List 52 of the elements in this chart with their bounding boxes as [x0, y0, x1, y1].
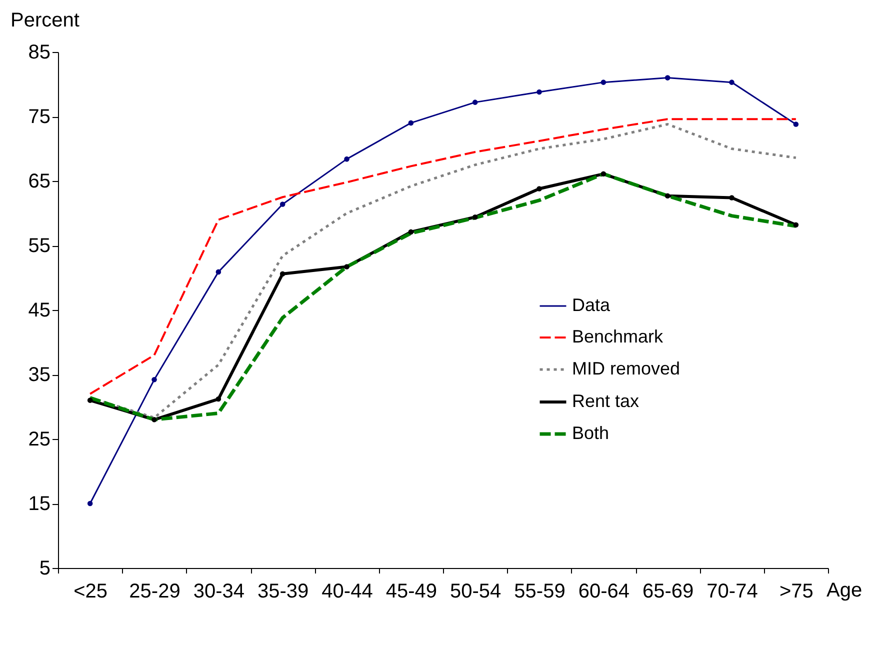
point	[152, 377, 157, 382]
point	[280, 202, 286, 207]
x-tick-label: 45-49	[386, 580, 437, 602]
point	[152, 417, 157, 422]
point	[87, 398, 93, 403]
point	[472, 100, 478, 105]
y-tick-label: 15	[28, 493, 50, 515]
x-tick-label: 55-59	[514, 580, 566, 602]
x-tick-label: 70-74	[706, 580, 758, 602]
point	[664, 75, 670, 80]
x-tick-label: 30-34	[193, 580, 244, 602]
point	[216, 396, 222, 402]
y-tick-label: 85	[28, 42, 50, 64]
y-tick-label: 5	[39, 558, 50, 580]
y-tick-label: 45	[28, 300, 50, 322]
legend-label: Data	[572, 295, 612, 315]
x-tick-label: 40-44	[322, 580, 373, 602]
y-tick-label: 35	[28, 364, 50, 386]
y-tick-label: 75	[28, 106, 50, 128]
y-axis-title: Percent	[10, 10, 80, 32]
point	[536, 186, 542, 192]
x-tick-label: <25	[74, 580, 108, 602]
y-tick-label: 55	[28, 235, 50, 257]
y-tick-label: 25	[28, 428, 50, 450]
point	[472, 214, 478, 220]
point	[408, 120, 414, 126]
y-tick-label: 65	[28, 170, 50, 192]
point	[600, 171, 606, 177]
legend-label: Benchmark	[572, 326, 664, 346]
point	[280, 271, 286, 277]
legend-label: MID removed	[572, 358, 680, 378]
x-tick-label: >75	[779, 580, 814, 602]
point	[664, 193, 670, 198]
x-axis-title: Age	[826, 580, 862, 602]
x-tick-label: 50-54	[450, 580, 502, 602]
point	[408, 229, 414, 235]
point	[729, 80, 734, 85]
x-tick-label: 60-64	[578, 580, 630, 602]
legend-label: Both	[572, 423, 610, 443]
x-tick-label: 35-39	[258, 580, 309, 602]
point	[344, 156, 350, 162]
point	[536, 89, 542, 95]
point	[729, 195, 734, 200]
point	[793, 122, 799, 127]
point	[600, 80, 606, 85]
point	[87, 500, 93, 506]
point	[216, 269, 222, 275]
legend-label: Rent tax	[572, 391, 640, 411]
point	[344, 264, 350, 270]
x-tick-label: 65-69	[642, 580, 694, 602]
point	[793, 222, 799, 228]
x-tick-label: 25-29	[129, 580, 180, 602]
